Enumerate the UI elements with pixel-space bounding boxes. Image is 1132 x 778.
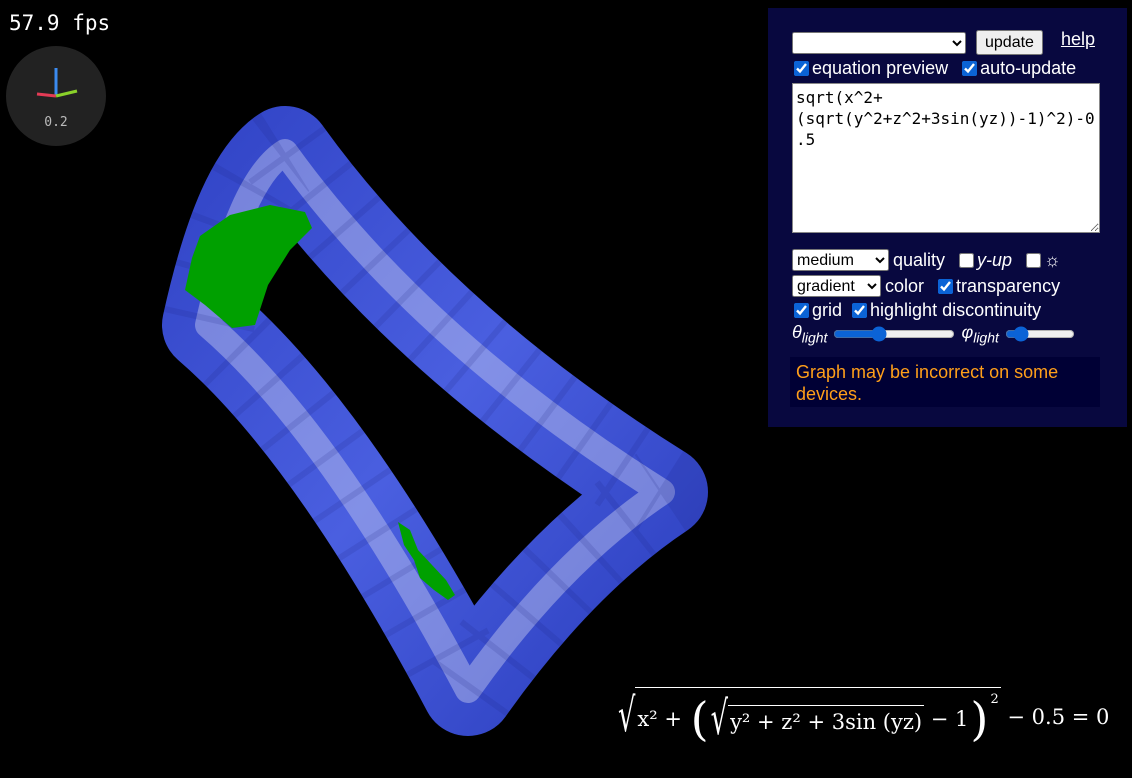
math: ): [970, 692, 989, 746]
symbol: θ: [792, 322, 802, 342]
checkbox[interactable]: [959, 252, 975, 268]
warning: Graph may be incorrect on some devices.: [790, 357, 1100, 407]
checkbox-label: highlight discontinuity: [870, 300, 1042, 320]
checkbox-label: ☼: [1044, 249, 1061, 270]
math: (: [690, 692, 709, 746]
checkbox-label: auto-update: [980, 58, 1077, 78]
subscript: light: [973, 329, 999, 346]
slider-label: θlight: [792, 322, 827, 346]
checkbox-label: grid: [812, 300, 843, 320]
checkbox[interactable]: [794, 303, 809, 318]
math: − 0.5 = 0: [1000, 704, 1110, 729]
math: y² + z² + 3sin (yz): [730, 709, 923, 734]
checkbox[interactable]: [852, 303, 868, 318]
label: quality: [893, 249, 946, 270]
update-button[interactable]: update: [976, 30, 1043, 55]
preset-select[interactable]: [792, 31, 966, 54]
checkbox-label: transparency: [956, 275, 1061, 296]
slider[interactable]: [1004, 325, 1075, 342]
control-panel: update help equation preview auto-update…: [768, 8, 1127, 427]
symbol: φ: [961, 322, 974, 342]
color-select[interactable]: gradient: [792, 275, 881, 297]
gizmo-scale: 0.2: [44, 115, 67, 130]
math: x² +: [637, 707, 689, 731]
quality-select[interactable]: medium: [792, 249, 889, 271]
axis-gizmo[interactable]: 0.2: [5, 46, 107, 148]
checkbox[interactable]: [794, 61, 809, 76]
y-axis: [55, 89, 78, 98]
checkbox-label: y-up: [977, 249, 1013, 270]
discontinuity-highlight: [398, 522, 455, 600]
slider[interactable]: [833, 325, 956, 342]
equation-render: √ x² + ( √ y² + z² + 3sin (yz) − 1 ) 2 − …: [600, 678, 1109, 755]
fps-counter: 57.9 fps: [9, 11, 111, 35]
checkbox[interactable]: [938, 278, 954, 294]
subscript: light: [801, 329, 828, 346]
checkbox[interactable]: [962, 61, 978, 76]
discontinuity-highlight: [185, 205, 312, 328]
math: − 1: [924, 707, 969, 731]
math: 2: [990, 692, 999, 707]
checkbox[interactable]: [1026, 252, 1042, 268]
help-link[interactable]: help: [1060, 29, 1095, 49]
checkbox-label: equation preview: [812, 58, 949, 78]
radical: √ x² + ( √ y² + z² + 3sin (yz) − 1 ) 2: [618, 687, 1001, 746]
label: color: [885, 275, 925, 296]
radical: √ y² + z² + 3sin (yz): [710, 692, 925, 746]
slider-label: φlight: [961, 322, 998, 346]
equation-input[interactable]: [792, 83, 1100, 233]
x-axis: [36, 92, 57, 98]
